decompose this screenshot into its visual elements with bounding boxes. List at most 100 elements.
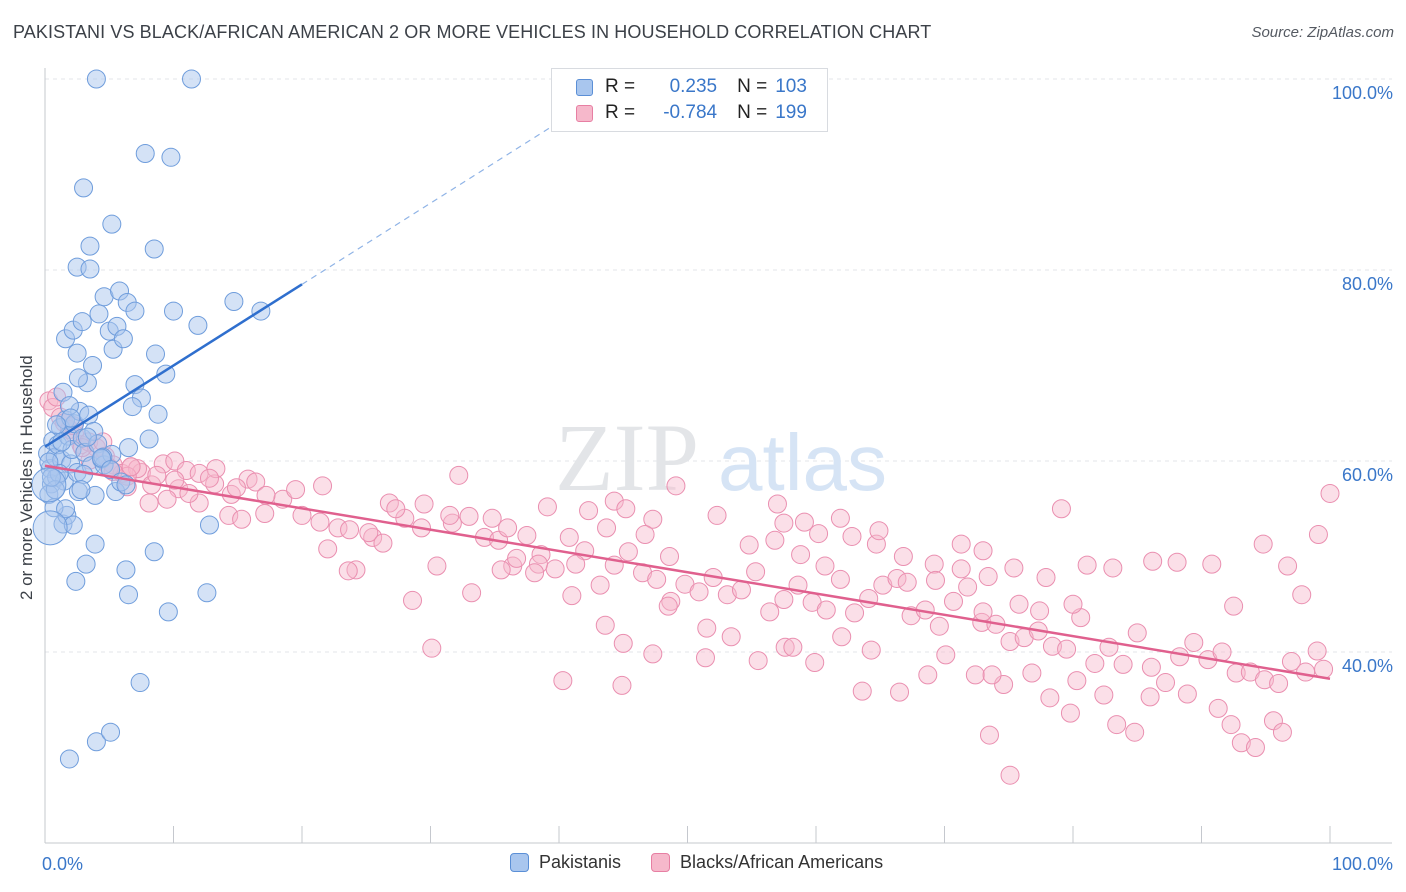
point-blacks [842, 526, 862, 546]
point-blacks [746, 562, 766, 582]
point-pakistanis [86, 69, 106, 89]
point-blacks [1296, 662, 1316, 682]
legend-item-pakistanis[interactable]: Pakistanis [510, 852, 621, 873]
point-blacks [951, 534, 971, 554]
point-blacks [1272, 722, 1292, 742]
point-blacks [338, 561, 358, 581]
point-blacks [1208, 698, 1228, 718]
point-blacks [1177, 684, 1197, 704]
point-blacks [845, 603, 865, 623]
point-blacks [643, 509, 663, 529]
point-blacks [590, 575, 610, 595]
point-blacks [965, 665, 985, 685]
point-blacks [459, 506, 479, 526]
point-pakistanis [101, 460, 121, 480]
point-blacks [440, 505, 460, 525]
point-blacks [482, 508, 502, 528]
point-pakistanis [67, 343, 87, 363]
point-blacks [816, 600, 836, 620]
point-pakistanis [144, 542, 164, 562]
point-pakistanis [148, 404, 168, 424]
point-blacks [199, 468, 219, 488]
point-blacks [695, 648, 715, 668]
point-blacks [765, 530, 785, 550]
x-tick-label: 0.0% [42, 854, 83, 874]
watermark-atlas: atlas [718, 418, 887, 507]
point-pakistanis [102, 214, 122, 234]
point-blacks [1167, 552, 1187, 572]
point-blacks [1170, 647, 1190, 667]
point-pakistanis [144, 239, 164, 259]
legend-n-label: N = [737, 76, 768, 97]
point-blacks [760, 602, 780, 622]
point-blacks [832, 627, 852, 647]
point-blacks [982, 665, 1002, 685]
point-pakistanis [158, 602, 178, 622]
point-blacks [973, 602, 993, 622]
point-blacks [1103, 558, 1123, 578]
point-blacks [373, 533, 393, 553]
point-blacks [346, 560, 366, 580]
point-blacks [616, 499, 636, 519]
point-blacks [1000, 765, 1020, 785]
point-blacks [830, 508, 850, 528]
point-blacks [1212, 642, 1232, 662]
point-blacks [153, 454, 173, 474]
point-blacks [1156, 673, 1176, 693]
point-pakistanis [181, 69, 201, 89]
point-pakistanis [125, 301, 145, 321]
point-blacks [979, 725, 999, 745]
point-blacks [1060, 703, 1080, 723]
point-blacks [1308, 525, 1328, 545]
point-blacks [121, 457, 141, 477]
point-blacks [869, 521, 889, 541]
legend-r-value-blacks: -0.784 [663, 102, 718, 123]
point-blacks [507, 548, 527, 568]
point-pakistanis-large [32, 510, 68, 546]
point-blacks [859, 589, 879, 609]
point-blacks [774, 513, 794, 533]
point-blacks [943, 591, 963, 611]
point-blacks [359, 523, 379, 543]
point-blacks [1281, 652, 1301, 672]
point-blacks [1063, 594, 1083, 614]
watermark-zip: ZIP [555, 404, 699, 511]
point-blacks [256, 485, 276, 505]
point-blacks [1094, 685, 1114, 705]
point-blacks [852, 681, 872, 701]
point-blacks [179, 483, 199, 503]
chart-title: PAKISTANI VS BLACK/AFRICAN AMERICAN 2 OR… [13, 22, 932, 42]
point-blacks [1254, 670, 1274, 690]
point-pakistanis [72, 312, 92, 332]
point-blacks [525, 563, 545, 583]
watermark: ZIP atlas [555, 404, 887, 511]
point-pakistanis [59, 749, 79, 769]
point-pakistanis [47, 415, 67, 435]
point-blacks [310, 512, 330, 532]
point-blacks [226, 478, 246, 498]
point-blacks [926, 570, 946, 590]
point-blacks [873, 575, 893, 595]
y-tick-label: 100.0% [1332, 83, 1393, 103]
point-pakistanis [135, 143, 155, 163]
point-blacks [246, 472, 266, 492]
point-blacks [128, 459, 148, 479]
legend-item-blacks[interactable]: Blacks/African Americans [651, 852, 883, 873]
legend-r-label: R = [605, 76, 636, 97]
point-pakistanis [83, 356, 103, 375]
legend-n-label: N = [737, 102, 768, 123]
legend-label-blacks: Blacks/African Americans [680, 852, 884, 872]
point-blacks [340, 520, 360, 540]
point-blacks [973, 541, 993, 561]
legend-r-value-pakistanis: 0.235 [669, 76, 718, 97]
point-blacks [219, 505, 239, 525]
series-legend: Pakistanis Blacks/African Americans [510, 852, 913, 873]
point-blacks [1184, 632, 1204, 652]
point-pakistanis [119, 438, 139, 458]
point-blacks [794, 512, 814, 532]
point-blacks [1253, 534, 1273, 554]
legend-swatch-pakistanis [576, 78, 593, 96]
point-blacks [1009, 594, 1029, 614]
point-blacks [978, 567, 998, 587]
